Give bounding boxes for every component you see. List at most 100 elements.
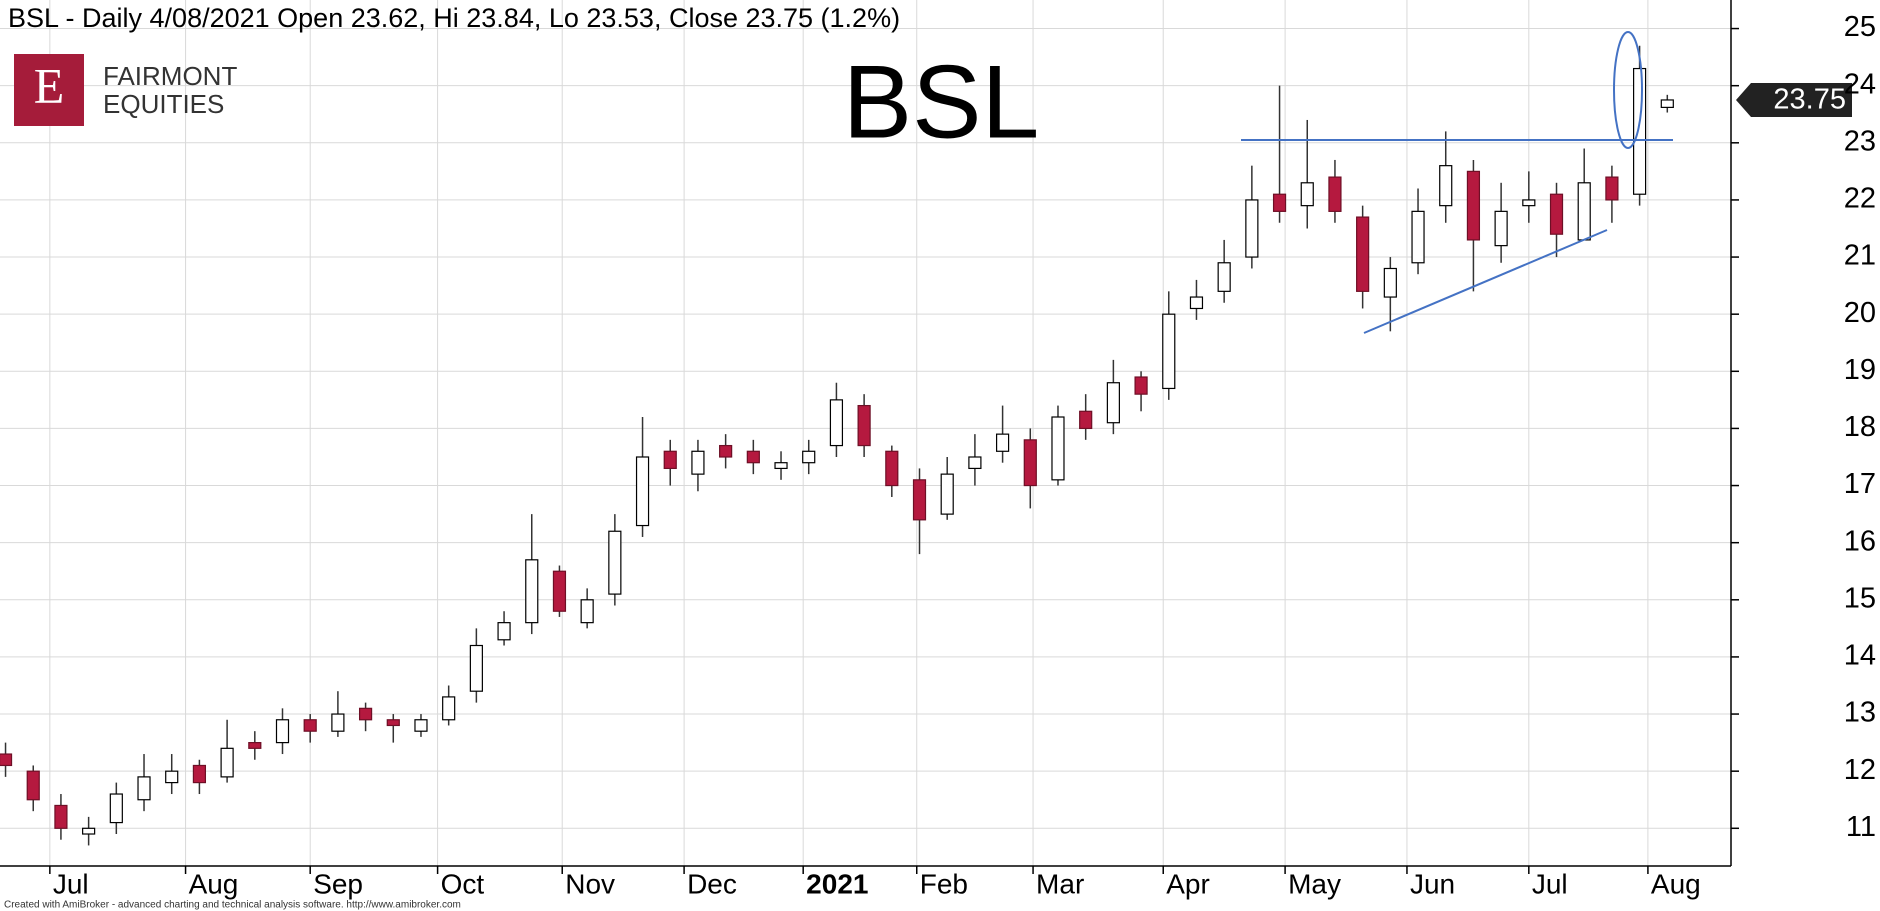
candle-body [580, 599, 594, 624]
candle-body [1494, 210, 1508, 247]
candle-body [1023, 439, 1037, 487]
candle-body [497, 622, 511, 641]
candle-body [1549, 193, 1564, 235]
x-tick-label: 2021 [806, 868, 868, 899]
y-tick-label: 12 [1844, 754, 1876, 786]
y-tick-label: 13 [1844, 697, 1876, 729]
candle-body [1411, 210, 1425, 264]
y-tick-label: 16 [1844, 525, 1876, 557]
candle-body [1106, 382, 1120, 424]
y-tick-label: 24 [1844, 68, 1876, 100]
candle-body [857, 404, 871, 447]
candle-body [192, 764, 207, 784]
candle-body [469, 644, 483, 692]
candle-body [635, 456, 650, 527]
y-tick-label: 25 [1844, 11, 1876, 43]
y-tick-label: 22 [1844, 183, 1876, 215]
trend-line [1363, 229, 1608, 334]
y-tick-label: 14 [1844, 640, 1876, 672]
candle-body [885, 450, 899, 487]
y-tick-label: 23 [1844, 125, 1876, 157]
candle-body [1300, 182, 1314, 207]
candle-body [663, 450, 677, 470]
candle-body [802, 450, 816, 464]
x-tick-label: Aug [1651, 868, 1701, 899]
candle-body [719, 444, 733, 458]
candle-body [1162, 313, 1176, 390]
candle-body [26, 770, 40, 801]
y-tick-label: 18 [1844, 411, 1876, 443]
candle-body [1522, 199, 1536, 207]
candle-body [220, 747, 234, 778]
candle-body [1189, 296, 1204, 310]
x-tick-label: Jul [53, 868, 89, 899]
candle-body [331, 713, 345, 732]
candle-body [303, 719, 317, 732]
x-tick-label: Apr [1166, 868, 1210, 899]
candle-body [82, 827, 96, 835]
candle-body [552, 570, 567, 612]
candle-body [1356, 216, 1370, 292]
y-tick-label: 21 [1844, 240, 1876, 272]
price-tag: 23.75 [1736, 82, 1852, 117]
x-tick-label: Feb [920, 868, 968, 899]
candle-body [912, 479, 927, 521]
candle-body [1217, 262, 1231, 292]
chart-title: BSL - Daily 4/08/2021 Open 23.62, Hi 23.… [8, 3, 900, 33]
candle-body [386, 719, 400, 727]
x-tick-label: Jun [1410, 868, 1455, 899]
candle-body [995, 433, 1010, 452]
candle-body [1605, 176, 1619, 201]
footer: Created with AmiBroker - advanced charti… [4, 900, 461, 911]
candle-body [109, 793, 123, 824]
ticker-label: BSL [843, 44, 1040, 160]
y-tick-label: 15 [1844, 582, 1876, 614]
y-tick-label: 20 [1844, 297, 1876, 329]
candle-body [1439, 165, 1453, 207]
x-tick-label: Sep [313, 868, 363, 899]
brand-name: FAIRMONT [103, 61, 237, 91]
highlight-ellipse [1613, 31, 1643, 149]
candle-body [968, 456, 982, 470]
candle-body [1051, 416, 1065, 481]
x-tick-label: Aug [189, 868, 239, 899]
candles [0, 45, 1674, 846]
candle-body [746, 450, 760, 464]
candle-body [1383, 267, 1397, 298]
candle-body [1328, 176, 1342, 212]
x-tick-label: Nov [565, 868, 615, 899]
candle-body [248, 742, 262, 749]
candle-body [442, 696, 456, 721]
candle-body [1134, 376, 1148, 395]
x-tick-label: Oct [441, 868, 485, 899]
candle-body [525, 559, 539, 624]
candle-body [691, 450, 705, 475]
price-tag-box [1736, 82, 1852, 117]
brand-name: EQUITIES [103, 89, 224, 119]
candle-body [275, 719, 290, 744]
candle-body [358, 707, 373, 721]
y-tick-label: 19 [1844, 354, 1876, 386]
x-tick-label: Dec [687, 868, 737, 899]
candle-body [1577, 182, 1591, 241]
candle-body [165, 770, 179, 784]
x-tick-label: Mar [1036, 868, 1084, 899]
candle-body [1245, 199, 1259, 258]
y-tick-label: 11 [1846, 811, 1876, 843]
candle-body [1079, 410, 1093, 430]
y-tick-label: 17 [1844, 468, 1876, 500]
candle-body [137, 776, 151, 801]
grid [0, 0, 1731, 866]
candle-body [940, 473, 954, 515]
candle-body [1660, 99, 1674, 108]
candle-body [774, 462, 788, 470]
x-tick-label: May [1288, 868, 1341, 899]
logo-letter: E [34, 57, 65, 113]
candle-body [414, 719, 428, 732]
candle-body [0, 753, 13, 767]
candle-body [1633, 67, 1647, 195]
candle-body [829, 399, 844, 447]
candle-body [1272, 193, 1287, 212]
price-tag-label: 23.75 [1773, 84, 1846, 116]
candle-body [608, 530, 622, 595]
